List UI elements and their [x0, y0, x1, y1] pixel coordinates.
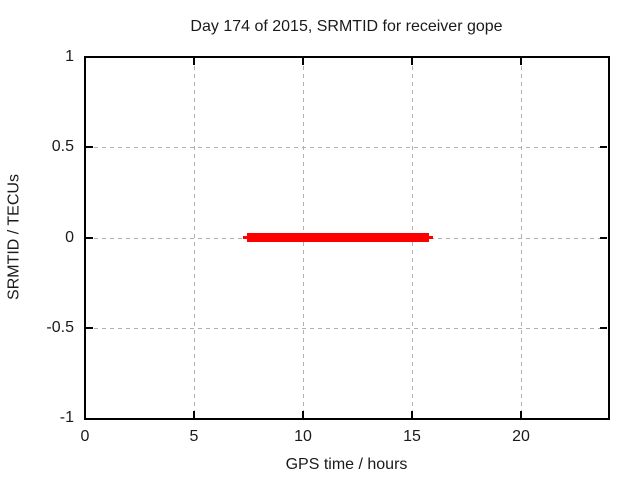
x-tick-bottom-5 — [193, 411, 195, 418]
y-tick-label--0.5: -0.5 — [46, 319, 74, 336]
gridline-x-5 — [194, 58, 195, 417]
y-tick-left--0.5 — [86, 327, 93, 329]
x-tick-top-20 — [520, 58, 522, 65]
plot-area — [84, 56, 610, 420]
x-axis-label: GPS time / hours — [285, 456, 408, 473]
x-tick-bottom-15 — [411, 411, 413, 418]
x-tick-label-0: 0 — [80, 428, 90, 445]
y-tick-right--0.5 — [600, 327, 607, 329]
x-tick-top-10 — [302, 58, 304, 65]
data-series-0-segment-1 — [247, 233, 429, 242]
y-tick-label--1: -1 — [59, 409, 74, 426]
gridline-y-0.5 — [86, 147, 607, 148]
gridline-x-20 — [521, 58, 522, 417]
y-tick-label-0: 0 — [65, 229, 74, 246]
chart-title: Day 174 of 2015, SRMTID for receiver gop… — [190, 18, 503, 35]
x-tick-label-5: 5 — [189, 428, 199, 445]
y-tick-left-0 — [86, 237, 93, 239]
x-tick-label-15: 15 — [403, 428, 421, 445]
x-tick-bottom-20 — [520, 411, 522, 418]
y-tick-right-0.5 — [600, 146, 607, 148]
gridline-y--0.5 — [86, 328, 607, 329]
y-tick-label-0.5: 0.5 — [51, 138, 74, 155]
x-tick-top-15 — [411, 58, 413, 65]
y-tick-right-0 — [600, 237, 607, 239]
x-tick-bottom-10 — [302, 411, 304, 418]
x-tick-label-20: 20 — [512, 428, 530, 445]
y-tick-label-1: 1 — [65, 48, 74, 65]
y-axis-label: SRMTID / TECUs — [5, 174, 23, 300]
y-tick-left-0.5 — [86, 146, 93, 148]
x-tick-top-5 — [193, 58, 195, 65]
x-tick-label-10: 10 — [294, 428, 312, 445]
